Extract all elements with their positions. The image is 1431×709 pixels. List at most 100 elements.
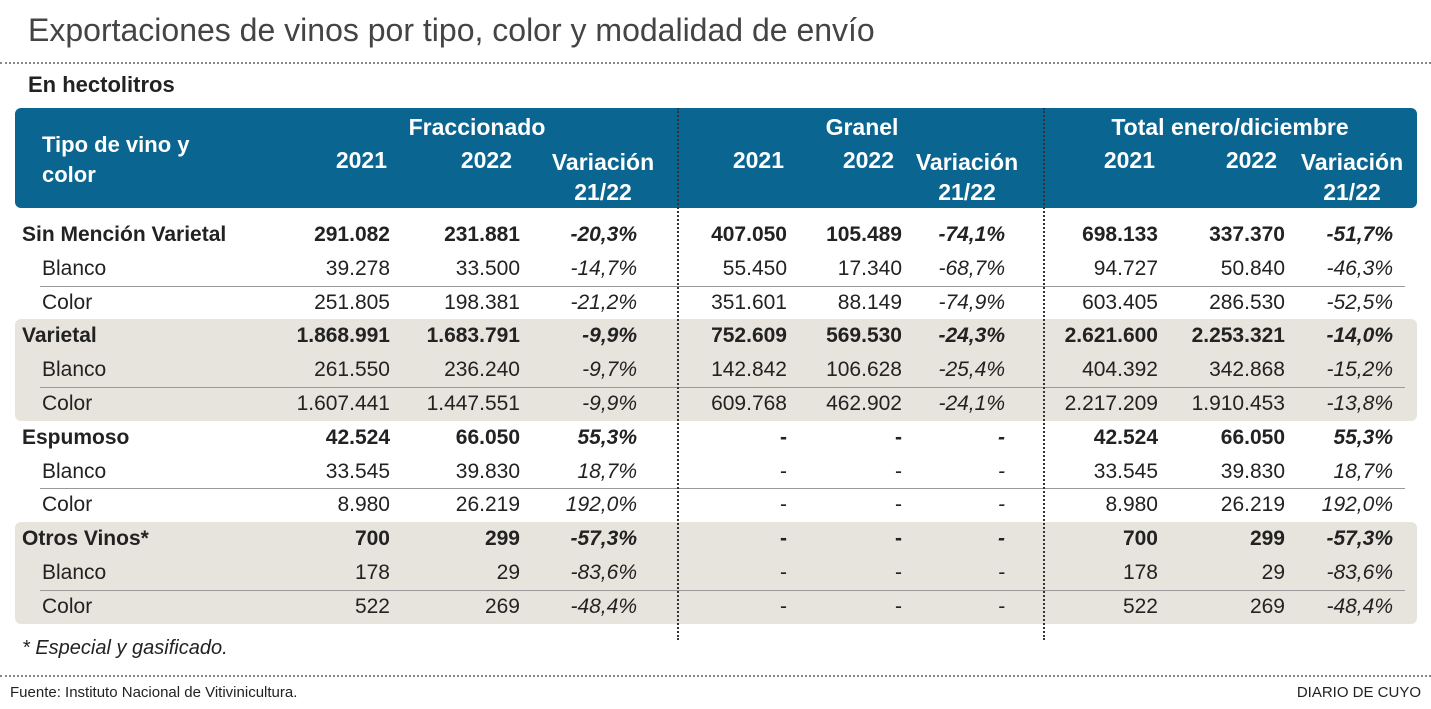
cell: - xyxy=(895,594,902,618)
row-label: Blanco xyxy=(42,561,107,584)
cell: - xyxy=(780,594,787,618)
row-label: Color xyxy=(42,493,93,517)
cell: 33.500 xyxy=(455,256,520,280)
divider xyxy=(1043,108,1045,640)
row-label: Blanco xyxy=(42,459,107,483)
cell: 351.601 xyxy=(711,290,787,314)
section-band xyxy=(15,522,1417,624)
row-label: Color xyxy=(42,290,93,314)
group-header: Total enero/diciembre xyxy=(1111,114,1349,140)
cell: 192,0% xyxy=(565,493,637,517)
cell: -74,1% xyxy=(938,223,1005,246)
cell: - xyxy=(998,493,1005,517)
cell: 1.607.441 xyxy=(296,392,390,415)
cell: 198.381 xyxy=(444,290,520,314)
group-header: Granel xyxy=(825,114,899,140)
cell: -9,7% xyxy=(582,358,637,382)
cell: 192,0% xyxy=(1321,493,1393,517)
cell: - xyxy=(895,459,902,483)
cell: 698.133 xyxy=(1082,223,1158,246)
cell: - xyxy=(780,493,787,517)
cell: -14,0% xyxy=(1326,324,1393,348)
cell: 66.050 xyxy=(1220,425,1285,449)
cell: -24,1% xyxy=(938,392,1005,415)
section-band xyxy=(15,319,1417,421)
cell: 1.868.991 xyxy=(296,324,390,348)
cell: 2.253.321 xyxy=(1191,324,1285,348)
row-label: Espumoso xyxy=(22,425,130,449)
cell: 66.050 xyxy=(455,425,520,449)
divider xyxy=(677,108,679,640)
row-label: Varietal xyxy=(22,324,97,348)
header-band xyxy=(15,108,1417,208)
cell: 106.628 xyxy=(826,358,902,382)
row-label: Sin Mención Varietal xyxy=(22,223,227,246)
row-separator xyxy=(40,488,1405,490)
cell: 700 xyxy=(354,527,390,551)
cell: 29 xyxy=(496,561,520,584)
column-header: 2022 xyxy=(460,147,512,173)
column-header: Variación 21/22 xyxy=(915,149,1019,205)
cell: 299 xyxy=(1249,527,1285,551)
cell: - xyxy=(780,527,787,551)
cell: 462.902 xyxy=(826,392,902,415)
cell: 178 xyxy=(1122,561,1158,584)
row-separator xyxy=(40,589,1405,591)
cell: -48,4% xyxy=(570,594,637,618)
cell: - xyxy=(780,425,787,449)
cell: - xyxy=(998,561,1005,584)
column-header: Variación 21/22 xyxy=(551,149,655,205)
title: Exportaciones de vinos por tipo, color y… xyxy=(28,12,875,48)
cell: - xyxy=(895,425,902,449)
cell: 39.278 xyxy=(325,256,390,280)
cell: -74,9% xyxy=(938,290,1005,314)
cell: -57,3% xyxy=(1326,527,1393,551)
cell: 39.830 xyxy=(455,459,520,483)
cell: - xyxy=(998,425,1005,449)
cell: 18,7% xyxy=(577,459,637,483)
column-header: 2022 xyxy=(1225,147,1277,173)
cell: 33.545 xyxy=(325,459,390,483)
cell: -25,4% xyxy=(938,358,1005,382)
column-header: 2021 xyxy=(1103,147,1155,173)
cell: 178 xyxy=(354,561,390,584)
cell: -57,3% xyxy=(570,527,637,551)
cell: 55,3% xyxy=(577,425,637,449)
column-header: Variación 21/22 xyxy=(1300,149,1404,205)
cell: 342.868 xyxy=(1209,358,1285,382)
cell: 299 xyxy=(484,527,520,551)
cell: -51,7% xyxy=(1326,223,1393,246)
cell: -48,4% xyxy=(1326,594,1393,618)
cell: -20,3% xyxy=(570,223,637,246)
cell: 337.370 xyxy=(1209,223,1285,246)
row-label: Blanco xyxy=(42,256,107,280)
cell: 1.683.791 xyxy=(426,324,520,348)
row-label: Otros Vinos* xyxy=(22,527,149,551)
cell: - xyxy=(895,561,902,584)
cell: 269 xyxy=(1249,594,1285,618)
cell: - xyxy=(895,493,902,517)
cell: 8.980 xyxy=(337,493,390,517)
cell: 569.530 xyxy=(826,324,902,348)
cell: 94.727 xyxy=(1093,256,1158,280)
footnote: * Especial y gasificado. xyxy=(22,637,228,659)
cell: 33.545 xyxy=(1093,459,1158,483)
cell: -24,3% xyxy=(938,324,1005,348)
cell: - xyxy=(780,561,787,584)
cell: 88.149 xyxy=(837,290,902,314)
cell: 142.842 xyxy=(711,358,787,382)
cell: 1.447.551 xyxy=(426,392,520,415)
publisher: DIARIO DE CUYO xyxy=(1296,684,1421,701)
cell: 236.240 xyxy=(444,358,520,382)
cell: 42.524 xyxy=(325,425,390,449)
group-header: Fraccionado xyxy=(408,114,546,140)
cell: -83,6% xyxy=(1326,561,1393,584)
cell: 261.550 xyxy=(314,358,390,382)
cell: 55.450 xyxy=(722,256,787,280)
cell: -21,2% xyxy=(570,290,637,314)
row-label: Color xyxy=(42,594,93,618)
cell: 752.609 xyxy=(711,324,787,348)
cell: 29 xyxy=(1261,561,1285,584)
cell: 407.050 xyxy=(711,223,787,246)
